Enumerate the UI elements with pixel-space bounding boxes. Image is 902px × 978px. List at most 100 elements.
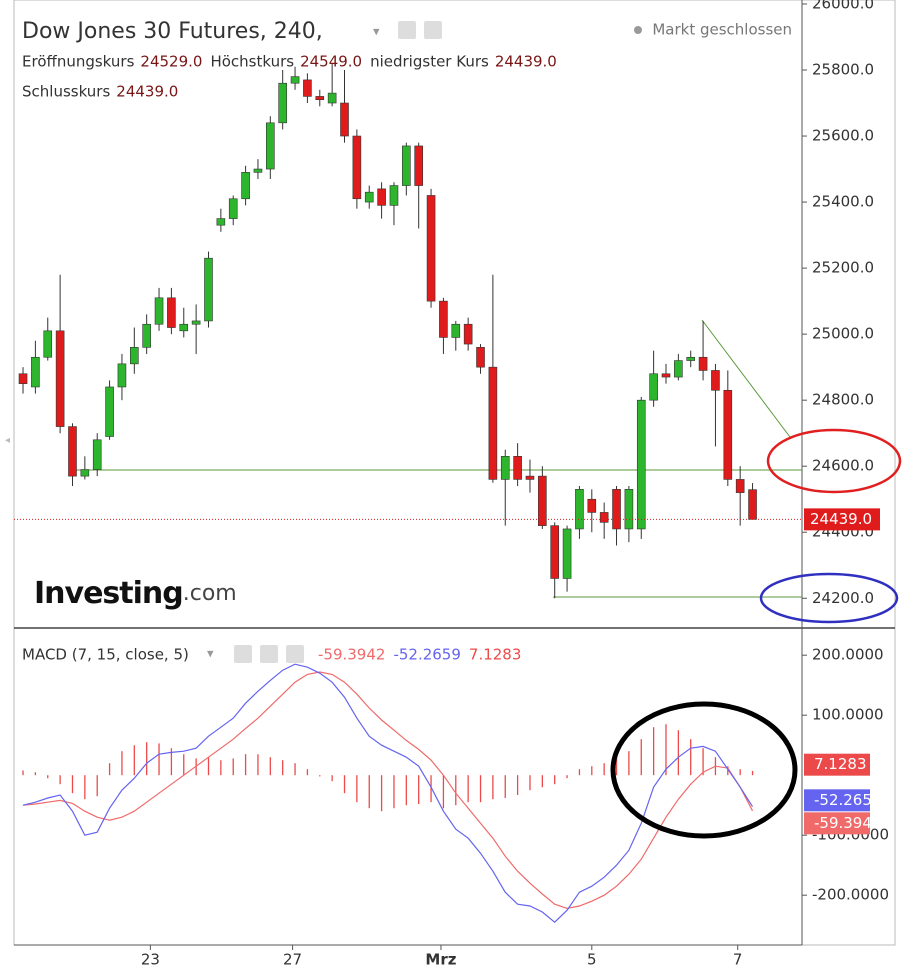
- candle-body: [587, 498, 597, 513]
- eye-icon[interactable]: [398, 21, 416, 39]
- value-tag-label: -52.2659: [814, 791, 881, 809]
- highlight-ellipse: [759, 572, 899, 624]
- indicator-title: MACD (7, 15, close, 5): [22, 646, 189, 664]
- candle-body: [43, 330, 53, 358]
- candle-body: [414, 145, 423, 186]
- candle-body: [303, 79, 312, 97]
- legend-value: -52.2659: [393, 646, 460, 664]
- legend-label: niedrigster Kurs: [370, 53, 489, 71]
- y-tick-label: 25600.0: [812, 127, 874, 145]
- dropdown-arrow[interactable]: ▾: [207, 647, 214, 662]
- candle-body: [352, 135, 362, 200]
- watermark-part: Investing: [34, 576, 183, 611]
- candle-body: [649, 373, 658, 401]
- candle-body: [463, 323, 473, 345]
- macd-line: [22, 671, 754, 910]
- y-tick-label: 24200.0: [812, 589, 874, 607]
- value-tag: [804, 789, 870, 812]
- candle-body: [500, 456, 510, 480]
- candle-body: [599, 512, 609, 523]
- candle-body: [711, 370, 720, 391]
- trend-line: [701, 319, 791, 438]
- x-tick-label: 23: [141, 951, 160, 969]
- candle-body: [513, 456, 522, 480]
- legend-value: 7.1283: [469, 646, 522, 664]
- candle-body: [661, 373, 671, 378]
- candle-body: [389, 185, 399, 206]
- candle-body: [550, 525, 560, 579]
- candle-body: [117, 363, 127, 388]
- candle-body: [562, 528, 572, 579]
- candle-body: [290, 76, 300, 84]
- chart-title: Dow Jones 30 Futures, 240,: [22, 19, 323, 44]
- candle-body: [748, 489, 757, 520]
- candle-body: [241, 172, 250, 200]
- candle-body: [179, 323, 189, 332]
- legend-value: -59.3942: [318, 646, 385, 664]
- last-price-tag: [804, 508, 880, 531]
- y-tick-label: 25200.0: [812, 259, 874, 277]
- candle-body: [92, 439, 102, 470]
- candle-body: [624, 489, 634, 530]
- candle-body: [488, 366, 498, 480]
- candle-body: [735, 479, 745, 493]
- candle-body: [105, 386, 114, 437]
- legend-value: 24439.0: [116, 83, 178, 101]
- candle-body: [142, 323, 151, 348]
- candle-body: [130, 347, 139, 365]
- last-price-label: 24439.0: [810, 510, 872, 528]
- y-tick-label: 100.0000: [812, 706, 884, 724]
- legend-value: 24439.0: [495, 53, 557, 71]
- candle-body: [451, 323, 461, 338]
- candle-body: [698, 356, 708, 371]
- x-tick-label: Mrz: [425, 951, 456, 969]
- y-tick-label: 25400.0: [812, 193, 874, 211]
- legend-label: Eröffnungskurs: [22, 53, 135, 71]
- legend-label: Schlusskurs: [22, 83, 110, 101]
- legend-label: Höchstkurs: [210, 53, 294, 71]
- highlight-ellipse: [766, 428, 902, 494]
- close-icon[interactable]: [286, 645, 304, 663]
- market-status: Markt geschlossen: [652, 21, 792, 39]
- value-tag-label: -59.3942: [814, 814, 881, 832]
- watermark-part: .com: [183, 581, 237, 606]
- candle-body: [191, 320, 201, 325]
- candle-body: [278, 82, 287, 124]
- candle-body: [686, 356, 696, 361]
- candle-body: [228, 198, 238, 219]
- eye-icon[interactable]: [234, 645, 252, 663]
- y-tick-label: 200.0000: [812, 646, 884, 664]
- value-tag: [804, 812, 870, 835]
- candle-body: [253, 168, 263, 173]
- candle-body: [476, 347, 485, 368]
- candle-body: [340, 102, 349, 137]
- x-tick-label: 5: [587, 951, 597, 969]
- legend-value: 24549.0: [300, 53, 362, 71]
- value-tag: [804, 753, 870, 776]
- dropdown-arrow[interactable]: ▾: [373, 25, 380, 40]
- candle-body: [204, 257, 213, 322]
- legend-value: 24529.0: [140, 53, 202, 71]
- settings-icon[interactable]: [260, 645, 278, 663]
- candle-body: [612, 489, 621, 530]
- value-tag-label: 7.1283: [814, 755, 867, 773]
- status-dot: [634, 26, 642, 34]
- y-tick-label: 25800.0: [812, 60, 874, 78]
- candle-body: [575, 489, 584, 530]
- y-tick-label: 24800.0: [812, 391, 874, 409]
- candle-body: [525, 475, 535, 480]
- candle-body: [315, 96, 325, 101]
- x-tick-label: 27: [283, 951, 302, 969]
- candle-body: [636, 399, 646, 530]
- scroll-arrow[interactable]: ◂: [5, 435, 10, 446]
- macd-line: [22, 663, 754, 924]
- candle-body: [426, 195, 436, 302]
- candle-body: [364, 191, 374, 203]
- y-tick-label: 26000.0: [812, 0, 874, 12]
- candle-body: [266, 122, 275, 170]
- watermark: Investing.com: [34, 576, 237, 611]
- settings-icon[interactable]: [424, 21, 442, 39]
- candle-body: [674, 360, 683, 378]
- candle-body: [80, 469, 90, 477]
